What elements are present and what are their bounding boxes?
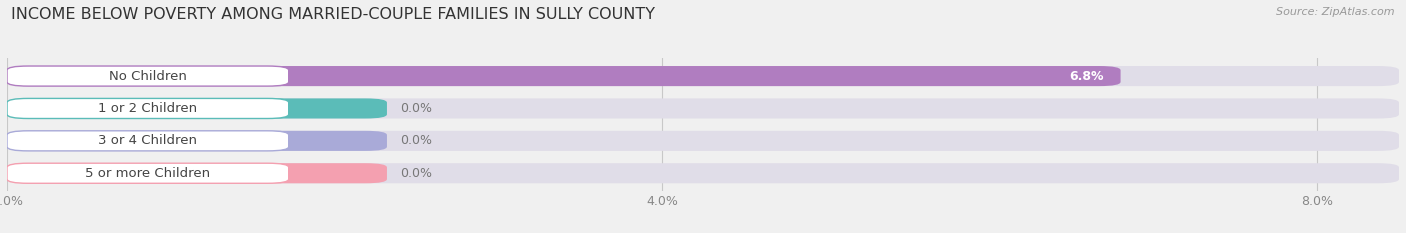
FancyBboxPatch shape	[7, 66, 1121, 86]
Text: Source: ZipAtlas.com: Source: ZipAtlas.com	[1277, 7, 1395, 17]
Text: 0.0%: 0.0%	[401, 102, 432, 115]
FancyBboxPatch shape	[7, 163, 387, 183]
Text: INCOME BELOW POVERTY AMONG MARRIED-COUPLE FAMILIES IN SULLY COUNTY: INCOME BELOW POVERTY AMONG MARRIED-COUPL…	[11, 7, 655, 22]
Text: 5 or more Children: 5 or more Children	[86, 167, 211, 180]
FancyBboxPatch shape	[7, 163, 288, 183]
FancyBboxPatch shape	[7, 131, 288, 151]
FancyBboxPatch shape	[7, 131, 1399, 151]
FancyBboxPatch shape	[7, 163, 1399, 183]
FancyBboxPatch shape	[7, 98, 387, 119]
FancyBboxPatch shape	[7, 66, 1399, 86]
Text: 6.8%: 6.8%	[1070, 70, 1104, 82]
Text: 0.0%: 0.0%	[401, 167, 432, 180]
FancyBboxPatch shape	[7, 131, 387, 151]
Text: 3 or 4 Children: 3 or 4 Children	[98, 134, 197, 147]
Text: 0.0%: 0.0%	[401, 134, 432, 147]
FancyBboxPatch shape	[7, 98, 288, 119]
Text: 1 or 2 Children: 1 or 2 Children	[98, 102, 197, 115]
FancyBboxPatch shape	[7, 66, 288, 86]
Text: No Children: No Children	[108, 70, 187, 82]
FancyBboxPatch shape	[7, 98, 1399, 119]
